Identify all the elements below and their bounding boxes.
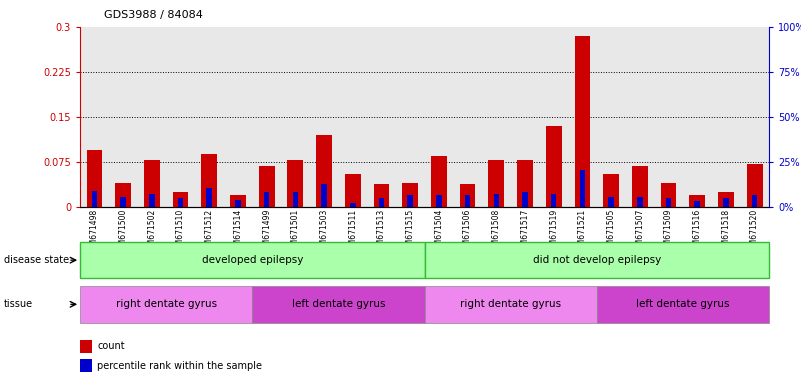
Bar xyxy=(144,161,159,207)
Bar xyxy=(120,197,126,207)
Bar xyxy=(178,198,183,207)
Bar xyxy=(87,150,103,207)
Bar xyxy=(661,183,676,207)
Bar xyxy=(80,359,92,372)
Bar xyxy=(436,195,441,207)
Bar xyxy=(632,166,648,207)
Bar xyxy=(91,190,97,207)
Bar xyxy=(345,174,360,207)
Text: did not develop epilepsy: did not develop epilepsy xyxy=(533,255,661,265)
Bar xyxy=(149,194,155,207)
Bar xyxy=(252,286,425,323)
Bar xyxy=(690,195,705,207)
Bar xyxy=(580,170,586,207)
Bar xyxy=(747,164,763,207)
Bar xyxy=(465,195,470,207)
Bar xyxy=(373,184,389,207)
Bar xyxy=(80,340,92,353)
Text: disease state: disease state xyxy=(4,255,69,265)
Bar xyxy=(637,197,642,207)
Bar xyxy=(207,188,212,207)
Bar xyxy=(321,184,327,207)
Bar xyxy=(173,192,188,207)
Bar xyxy=(723,198,729,207)
Bar xyxy=(489,161,504,207)
Bar xyxy=(264,192,269,207)
Bar xyxy=(201,154,217,207)
Text: count: count xyxy=(98,341,125,351)
Text: GDS3988 / 84084: GDS3988 / 84084 xyxy=(104,10,203,20)
Bar xyxy=(597,286,769,323)
Text: tissue: tissue xyxy=(4,299,33,310)
Bar xyxy=(460,184,476,207)
Bar xyxy=(603,174,619,207)
Bar xyxy=(694,201,700,207)
Bar xyxy=(574,36,590,207)
Bar xyxy=(408,195,413,207)
Bar xyxy=(493,194,499,207)
Bar xyxy=(80,286,252,323)
Bar xyxy=(431,156,447,207)
Bar xyxy=(666,198,671,207)
Bar xyxy=(292,192,298,207)
Bar xyxy=(425,286,597,323)
Bar xyxy=(425,242,769,278)
Text: percentile rank within the sample: percentile rank within the sample xyxy=(98,361,262,371)
Bar xyxy=(115,183,131,207)
Bar xyxy=(551,194,557,207)
Bar xyxy=(259,166,275,207)
Bar xyxy=(718,192,734,207)
Bar xyxy=(608,197,614,207)
Bar xyxy=(545,126,562,207)
Text: right dentate gyrus: right dentate gyrus xyxy=(460,299,562,310)
Bar xyxy=(379,198,384,207)
Text: left dentate gyrus: left dentate gyrus xyxy=(292,299,385,310)
Bar xyxy=(80,242,425,278)
Bar xyxy=(752,195,758,207)
Bar xyxy=(316,135,332,207)
Bar xyxy=(517,161,533,207)
Text: left dentate gyrus: left dentate gyrus xyxy=(636,299,730,310)
Bar xyxy=(235,200,241,207)
Bar xyxy=(350,202,356,207)
Text: developed epilepsy: developed epilepsy xyxy=(202,255,303,265)
Bar xyxy=(402,183,418,207)
Text: right dentate gyrus: right dentate gyrus xyxy=(115,299,217,310)
Bar xyxy=(230,195,246,207)
Bar xyxy=(288,161,304,207)
Bar xyxy=(522,192,528,207)
